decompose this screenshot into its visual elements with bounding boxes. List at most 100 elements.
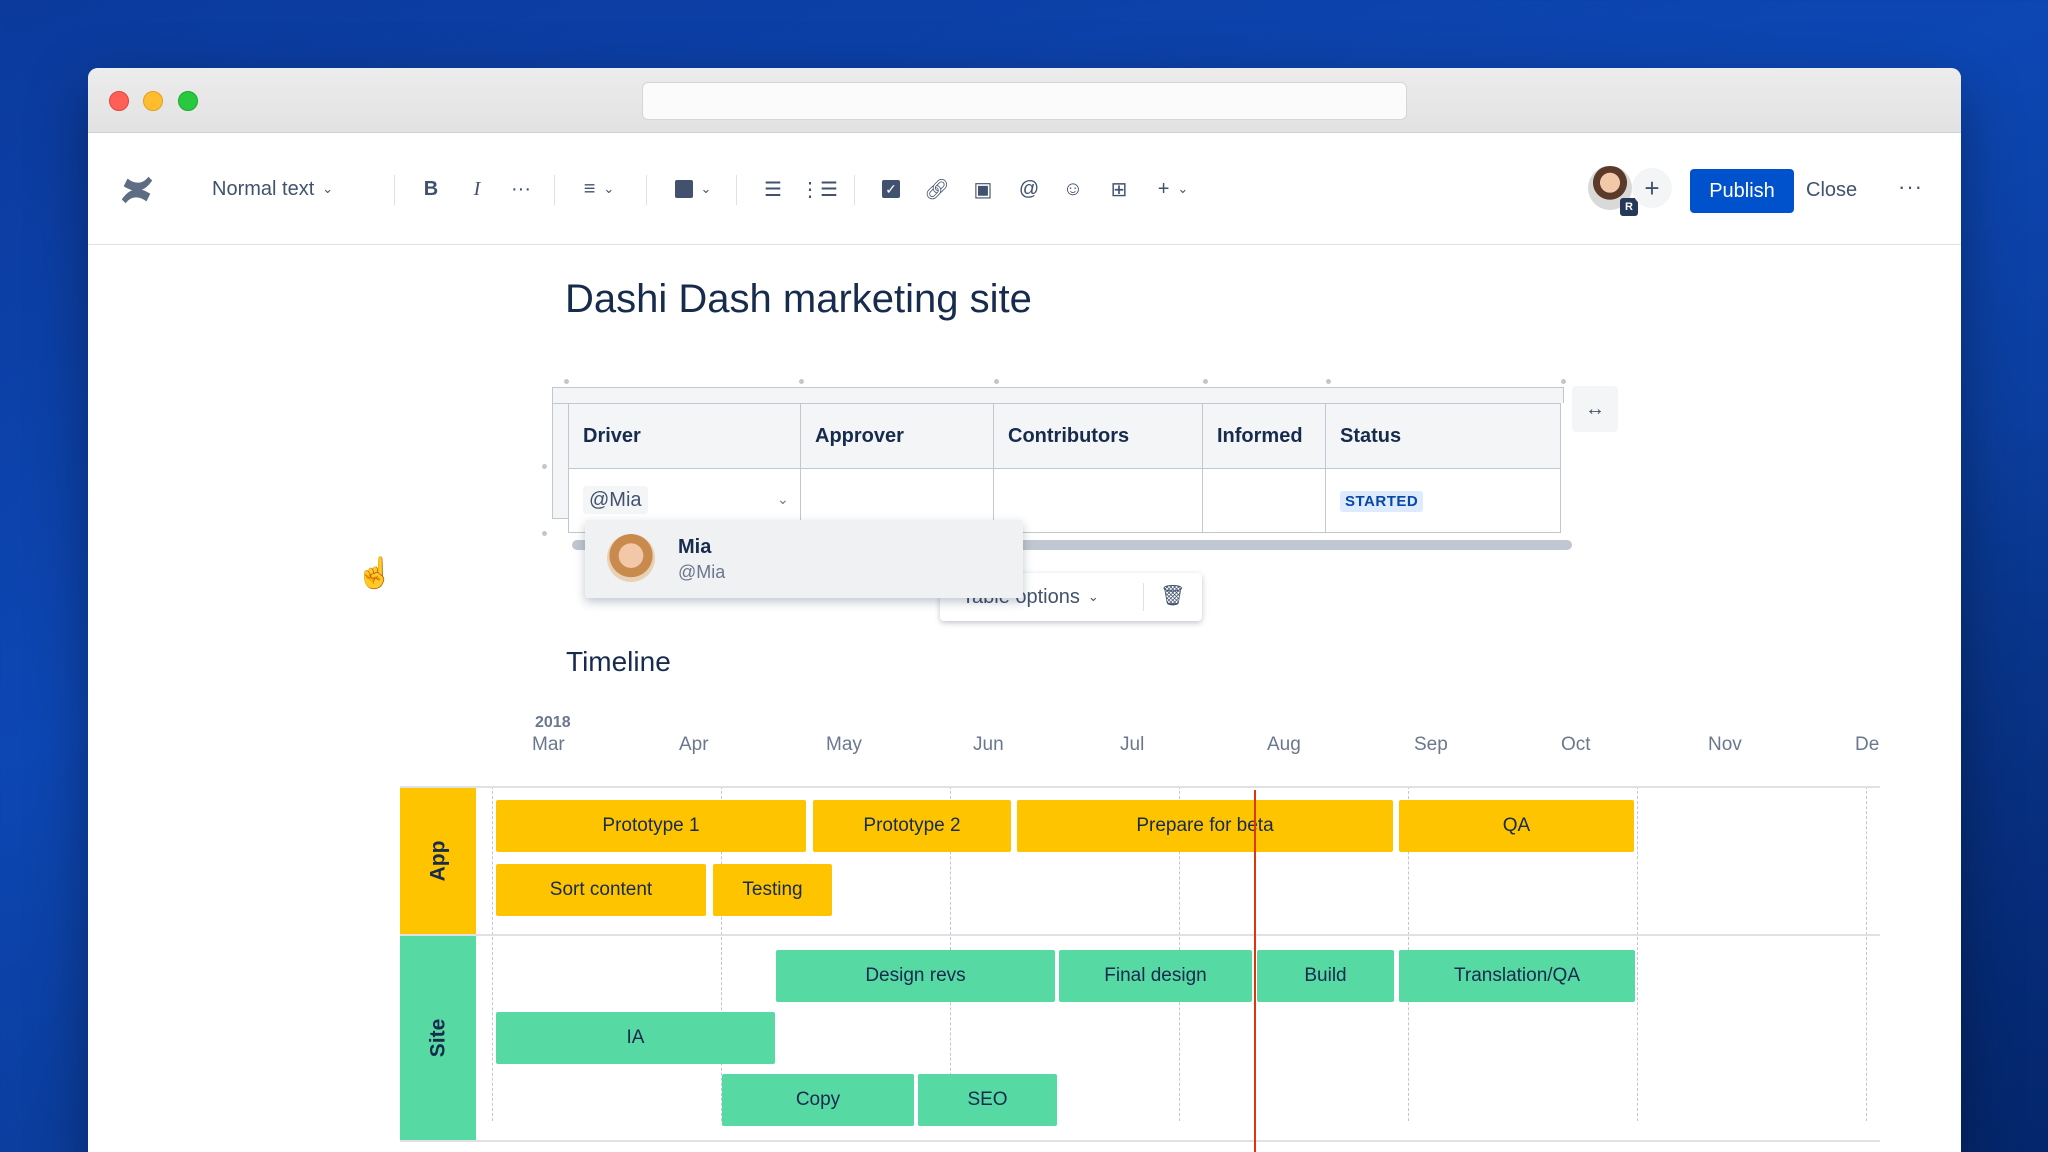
timeline-chart: 2018 Mar Apr May Jun Jul Aug Sep Oct Nov De App S…	[400, 710, 1890, 1152]
column-handle[interactable]	[799, 379, 804, 384]
maximize-window-button[interactable]	[178, 91, 198, 111]
link-icon[interactable]: 🔗︎	[924, 178, 950, 201]
row-handle[interactable]	[542, 464, 547, 469]
insert-plus-icon[interactable]: + ⌄	[1157, 177, 1189, 200]
mention-icon[interactable]: @	[1018, 177, 1040, 200]
column-handle[interactable]	[1561, 379, 1566, 384]
roles-table-grid: Driver Approver Contributors Informed St…	[568, 403, 1561, 533]
toolbar-divider	[646, 175, 647, 205]
month-label: Jul	[1120, 734, 1145, 755]
toolbar-divider	[736, 175, 737, 205]
timeline-bar[interactable]: Design revs	[776, 950, 1055, 1002]
publish-button[interactable]: Publish	[1690, 169, 1794, 213]
bullet-list-icon[interactable]: ☰	[764, 178, 782, 201]
row-handle[interactable]	[542, 531, 547, 536]
italic-icon[interactable]: I	[473, 177, 481, 200]
header-driver[interactable]: Driver	[568, 403, 801, 469]
timeline-bar[interactable]: Translation/QA	[1399, 950, 1635, 1002]
user-badge: R	[1620, 198, 1638, 216]
month-label: Apr	[679, 734, 709, 755]
chevron-down-icon: ⌄	[700, 181, 712, 196]
header-contributors[interactable]: Contributors	[993, 403, 1203, 469]
toolbar-divider	[554, 175, 555, 205]
numbered-list-icon[interactable]: ⋮☰	[800, 178, 838, 201]
lane-app[interactable]: App	[400, 788, 476, 934]
month-gridline	[1866, 786, 1867, 1121]
month-label: May	[826, 734, 862, 755]
timeline-bar[interactable]: Prototype 1	[496, 800, 806, 852]
timeline-bar[interactable]: Copy	[722, 1074, 914, 1126]
month-label: Mar	[532, 734, 565, 755]
timeline-bar[interactable]: Build	[1257, 950, 1394, 1002]
text-color-icon[interactable]: ⌄	[668, 171, 718, 207]
toolbar-divider	[1143, 583, 1144, 611]
month-label: Nov	[1708, 734, 1742, 755]
timeline-bar[interactable]: Final design	[1059, 950, 1252, 1002]
more-options-icon[interactable]: ···	[1898, 174, 1923, 199]
column-controls[interactable]	[552, 387, 1564, 403]
toolbar-divider	[394, 175, 395, 205]
mention-handle: @Mia	[678, 562, 726, 582]
month-gridline	[1637, 786, 1638, 1121]
column-handle[interactable]	[1203, 379, 1208, 384]
mention-name: Mia	[678, 536, 712, 558]
text-style-dropdown[interactable]: Normal text ⌄	[212, 171, 333, 207]
trash-icon[interactable]: 🗑︎	[1160, 585, 1186, 607]
lane-separator	[400, 1140, 1880, 1142]
emoji-icon[interactable]: ☺	[1062, 177, 1084, 200]
column-handle[interactable]	[564, 379, 569, 384]
more-formatting-icon[interactable]: ···	[511, 177, 531, 200]
column-handle[interactable]	[994, 379, 999, 384]
timeline-heading[interactable]: Timeline	[566, 646, 671, 677]
chevron-down-icon: ⌄	[603, 181, 615, 196]
row-controls[interactable]	[552, 403, 568, 519]
header-approver[interactable]: Approver	[800, 403, 994, 469]
timeline-bar[interactable]: Prepare for beta	[1017, 800, 1393, 852]
table-scrollbar[interactable]	[572, 540, 1572, 550]
address-bar[interactable]	[642, 82, 1407, 120]
month-label: Oct	[1561, 734, 1591, 755]
month-label: De	[1855, 734, 1880, 755]
confluence-logo-icon[interactable]	[118, 171, 156, 209]
driver-mention-input[interactable]: @Mia	[583, 486, 648, 514]
lane-site[interactable]: Site	[400, 936, 476, 1140]
chevron-down-icon: ⌄	[1177, 181, 1189, 196]
timeline-bar[interactable]: SEO	[918, 1074, 1057, 1126]
invite-plus-icon[interactable]: +	[1632, 168, 1672, 208]
month-gridline	[721, 786, 722, 1121]
timeline-bar[interactable]: Sort content	[496, 864, 706, 916]
column-handle[interactable]	[1326, 379, 1331, 384]
chevron-down-icon[interactable]: ⌄	[777, 491, 789, 507]
minimize-window-button[interactable]	[143, 91, 163, 111]
header-informed[interactable]: Informed	[1202, 403, 1326, 469]
close-button[interactable]: Close	[1806, 179, 1858, 201]
chevron-down-icon: ⌄	[322, 181, 334, 196]
expand-width-icon[interactable]: ↔	[1572, 386, 1618, 432]
timeline-bar[interactable]: Prototype 2	[813, 800, 1011, 852]
page-title[interactable]: Dashi Dash marketing site	[565, 277, 1032, 321]
window-titlebar	[88, 68, 1961, 133]
editor-toolbar: Normal text ⌄ B I ··· ≡ ⌄ ⌄ ☰ ⋮☰ ✓ 🔗︎ ▣ @…	[88, 133, 1961, 245]
timeline-bar[interactable]: QA	[1399, 800, 1634, 852]
chevron-down-icon[interactable]: ⌄	[1087, 589, 1099, 604]
alignment-icon[interactable]: ≡ ⌄	[583, 177, 615, 200]
timeline-bar[interactable]: Testing	[713, 864, 832, 916]
status-badge[interactable]: STARTED	[1340, 491, 1424, 512]
cell-status[interactable]: STARTED	[1325, 468, 1561, 533]
cell-contributors[interactable]	[993, 468, 1203, 533]
cell-informed[interactable]	[1202, 468, 1326, 533]
toolbar-divider	[854, 175, 855, 205]
bold-icon[interactable]: B	[423, 177, 439, 200]
text-style-label: Normal text	[212, 177, 315, 200]
timeline-bar[interactable]: IA	[496, 1012, 775, 1064]
lane-separator	[400, 786, 1880, 788]
lane-label: App	[425, 840, 449, 882]
image-icon[interactable]: ▣	[973, 178, 993, 201]
lane-label: Site	[425, 1018, 449, 1058]
action-item-icon[interactable]: ✓	[874, 171, 908, 207]
close-window-button[interactable]	[109, 91, 129, 111]
avatar	[607, 534, 655, 582]
table-icon[interactable]: ⊞	[1110, 178, 1128, 201]
header-status[interactable]: Status	[1325, 403, 1561, 469]
mention-suggestion[interactable]: Mia @Mia	[585, 520, 1023, 598]
